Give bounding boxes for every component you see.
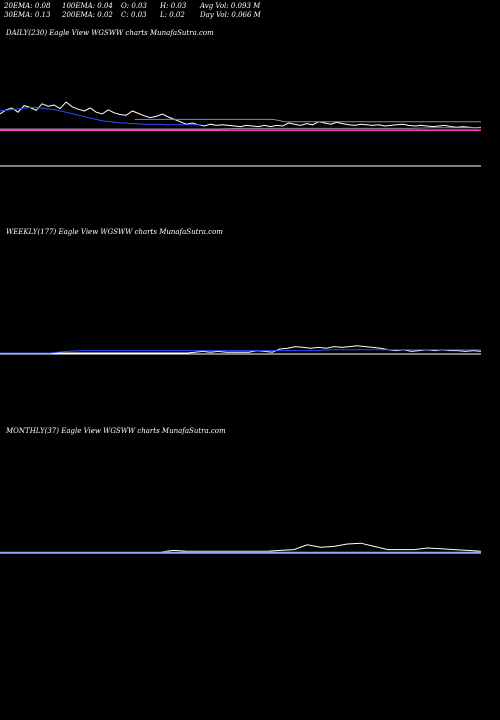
daily-ema30-line [134, 118, 481, 123]
stat-day-vol: Day Vol: 0.066 M [200, 11, 261, 19]
stat-100ema: 100EMA: 0.04 [62, 2, 113, 10]
weekly-panel-label: WEEKLY(177) Eagle View WGSWW charts Muna… [6, 228, 223, 236]
weekly-price-line [48, 345, 482, 354]
stat-20ema: 20EMA: 0.08 [4, 2, 51, 10]
monthly-price-line [0, 542, 482, 553]
stat-200ema: 200EMA: 0.02 [62, 11, 113, 19]
stat-low: L: 0.02 [160, 11, 185, 19]
stat-avg-vol: Avg Vol: 0.093 M [200, 2, 261, 10]
daily-price-line [0, 101, 482, 129]
stat-close: C: 0.03 [121, 11, 147, 19]
stat-high: H: 0.03 [160, 2, 187, 10]
weekly-ema_blue-line [0, 349, 481, 354]
stat-open: O: 0.03 [121, 2, 147, 10]
stat-30ema: 30EMA: 0.13 [4, 11, 51, 19]
daily-ema100-line [0, 127, 481, 130]
daily-ema20-line [0, 106, 202, 126]
daily-panel-label: DAILY(230) Eagle View WGSWW charts Munaf… [6, 29, 214, 37]
monthly-panel-label: MONTHLY(37) Eagle View WGSWW charts Muna… [6, 427, 226, 435]
